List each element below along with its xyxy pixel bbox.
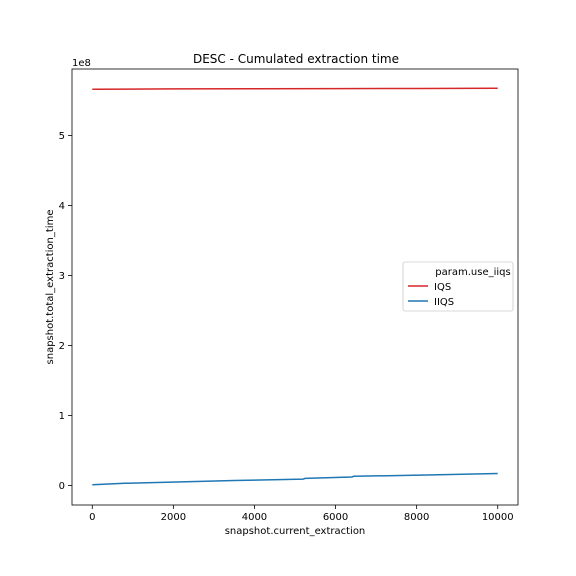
legend-label-iqs: IQS — [434, 282, 451, 293]
legend-title: param.use_iiqs — [435, 267, 510, 278]
x-axis-label: snapshot.current_extraction — [225, 526, 366, 537]
y-tick-label: 2 — [59, 341, 65, 352]
x-tick-label: 0 — [89, 512, 95, 523]
y-axis-ticks: 0 1 2 3 4 5 — [59, 131, 72, 492]
y-tick-label: 1 — [59, 411, 65, 422]
plot-frame — [71, 68, 519, 506]
y-tick-label: 4 — [59, 201, 65, 212]
x-tick-label: 4000 — [242, 512, 267, 523]
x-axis-ticks: 0 2000 4000 6000 8000 10000 — [89, 505, 514, 523]
x-tick-label: 10000 — [482, 512, 514, 523]
legend-label-iiqs: IIQS — [434, 297, 454, 308]
legend-box — [402, 261, 514, 312]
chart-title: DESC - Cumulated extraction time — [193, 52, 399, 66]
series-line-iqs — [92, 87, 498, 91]
x-tick-label: 2000 — [161, 512, 186, 523]
y-tick-label: 0 — [59, 481, 65, 492]
legend: param.use_iiqs IQS IIQS — [402, 261, 514, 312]
x-tick-label: 6000 — [323, 512, 348, 523]
y-offset-label: 1e8 — [72, 58, 91, 69]
y-tick-label: 3 — [59, 271, 65, 282]
y-axis-label: snapshot.total_extraction_time — [45, 210, 56, 365]
y-tick-label: 5 — [59, 131, 65, 142]
x-tick-label: 8000 — [404, 512, 429, 523]
series-line-iiqs — [92, 472, 498, 486]
series-layer — [92, 87, 498, 486]
